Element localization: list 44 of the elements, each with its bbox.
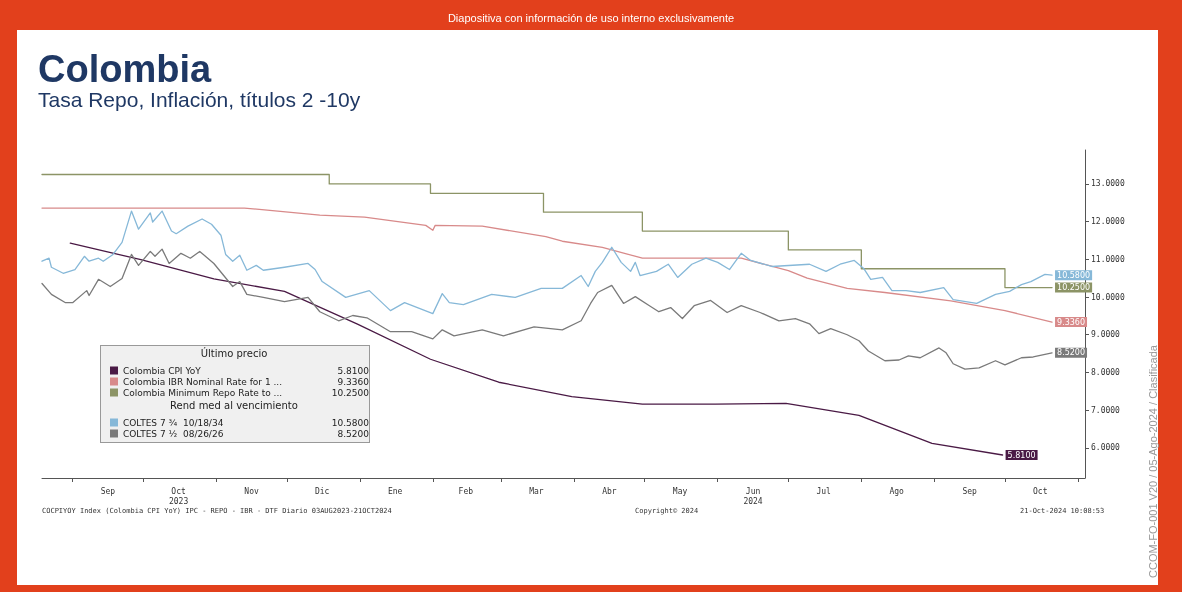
x-tick-label: Nov	[244, 486, 259, 496]
x-tick-label: Mar	[529, 486, 544, 496]
text: 9.3360	[337, 376, 369, 387]
y-tick-label: 13.0000	[1091, 179, 1125, 189]
line-series	[69, 242, 1004, 456]
x-tick-label: Abr	[602, 486, 617, 496]
x-tick-label: Jul	[816, 486, 832, 496]
legend-label: Colombia Minimum Repo Rate to ...	[123, 387, 283, 398]
legend-label: COLTES 7 ½ 08/26/26	[123, 428, 224, 439]
y-tick-label: 10.0000	[1091, 292, 1125, 302]
y-tick-label: 7.0000	[1091, 405, 1121, 415]
text: 5.8100	[337, 365, 369, 376]
text: Diapositiva con información de uso interno exclusivamente	[446, 12, 736, 24]
legend-title: Último precio	[199, 348, 269, 359]
annotation: Rend med al vencimiento	[169, 400, 299, 411]
data-label: 10.5800	[1057, 270, 1091, 280]
x-tick-label: Oct 2023	[168, 486, 189, 506]
y-tick-label: 12.0000	[1091, 217, 1125, 227]
x-tick-label: Sep	[962, 486, 978, 496]
x-tick-label: Ene	[387, 486, 403, 496]
chart-title: Colombia	[38, 48, 212, 91]
text: 8.5200	[337, 428, 369, 439]
data-label: 8.5200	[1057, 348, 1086, 358]
data-label: 9.3360	[1057, 317, 1086, 327]
y-tick-label: 9.0000	[1091, 330, 1121, 340]
text: 10.5800	[331, 417, 369, 428]
legend-label: COLTES 7 ¾ 10/18/34	[123, 417, 224, 428]
x-tick-label: May	[672, 486, 688, 496]
y-tick-label: 11.0000	[1091, 254, 1125, 264]
data-label: 10.2500	[1057, 283, 1091, 293]
x-tick-label: Sep	[100, 486, 116, 496]
y-tick-label: 8.0000	[1091, 367, 1121, 377]
x-tick-label: Oct	[1033, 486, 1048, 496]
text: CCOM-FO-001 V20 / 05-Ago-2024 / Clasificada	[1147, 345, 1159, 578]
legend-label: Colombia CPI YoY	[123, 365, 202, 376]
chart-subtitle: Tasa Repo, Inflación, títulos 2 -10y	[38, 88, 361, 112]
x-tick-label: Dic	[314, 486, 330, 496]
legend-label: Colombia IBR Nominal Rate for 1 ...	[123, 376, 283, 387]
text: 10.2500	[331, 387, 369, 398]
data-label: 5.8100	[1007, 450, 1036, 460]
x-tick-label: Jun 2024	[743, 486, 763, 506]
x-tick-label: Ago	[889, 486, 905, 496]
x-tick-label: Feb	[458, 486, 474, 496]
y-tick-label: 6.0000	[1091, 443, 1121, 453]
